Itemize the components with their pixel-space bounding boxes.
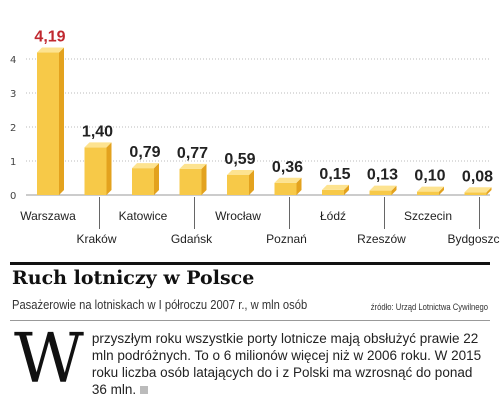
value-label: 0,08: [462, 168, 493, 185]
bar: [464, 187, 492, 195]
bar-side: [391, 185, 397, 195]
y-tick-label: 1: [10, 157, 16, 168]
bar-top: [274, 177, 302, 183]
bar-front: [417, 191, 439, 195]
bars: [37, 47, 492, 195]
category-label: Szczecin: [404, 209, 452, 223]
bar: [274, 177, 302, 195]
bar: [227, 169, 254, 195]
chart-subtitle: Pasażerowie na lotniskach w I półroczu 2…: [12, 297, 308, 312]
y-axis-ticks: 0 1 2 3 4: [10, 55, 16, 202]
value-label: 0,10: [414, 168, 445, 185]
category-label: Warszawa: [20, 209, 76, 223]
bar: [322, 184, 349, 195]
end-mark: [140, 386, 149, 395]
bar: [179, 163, 207, 195]
bar-side: [201, 163, 207, 195]
value-label: 1,40: [82, 123, 113, 140]
category-label: Katowice: [119, 209, 168, 223]
bar-front: [369, 190, 392, 195]
bar-side: [154, 163, 159, 195]
source-note: źródło: Urząd Lotnictwa Cywilnego: [370, 302, 488, 312]
bar: [417, 186, 444, 195]
bar-side: [249, 169, 254, 195]
bar: [84, 142, 112, 195]
bar-top: [227, 169, 254, 175]
value-label: 0,59: [224, 151, 255, 168]
bar-top: [179, 163, 207, 169]
y-tick-label: 0: [10, 191, 16, 202]
bar-front: [227, 174, 249, 195]
value-label: 4,19: [34, 29, 65, 46]
bar-top: [369, 185, 397, 191]
bar-top: [464, 187, 492, 193]
drop-cap: W: [14, 320, 84, 399]
bar-front: [322, 189, 344, 195]
bar-front: [84, 147, 107, 195]
category-label: Rzeszów: [357, 232, 406, 246]
value-label: 0,79: [129, 144, 160, 161]
bar-front: [179, 168, 202, 195]
bar-top: [84, 142, 112, 148]
bar-front: [132, 168, 154, 195]
bar-side: [486, 187, 492, 195]
bar-side: [59, 47, 64, 195]
bar-side: [344, 184, 349, 195]
category-label: Poznań: [266, 232, 307, 246]
bar-top: [322, 184, 349, 190]
bar-side: [296, 177, 302, 195]
category-label: Bydgoszcz: [447, 232, 500, 246]
title-rule: [10, 262, 490, 265]
divider: [10, 320, 490, 321]
bar-top: [37, 47, 64, 53]
bar-front: [274, 182, 297, 195]
y-tick-label: 4: [10, 55, 16, 66]
value-label: 0,15: [319, 166, 350, 183]
article-body: przyszłym roku wszystkie porty lotnicze …: [91, 331, 482, 397]
bar-top: [417, 186, 444, 192]
value-labels: 4,19 1,40 0,79 0,77 0,59 0,36 0,15 0,13 0,10 0,08: [34, 29, 493, 186]
bar-chart: 0 1 2 3 4 4,19 1,40 0,79 0,77 0,59 0,36 0,15 0,13 0,…: [10, 29, 500, 246]
bar-side: [106, 142, 112, 195]
bar: [369, 185, 397, 195]
category-label: Kraków: [76, 232, 116, 246]
bar-front: [37, 52, 59, 195]
bar-top: [132, 163, 159, 169]
chart-title: Ruch lotniczy w Polsce: [12, 267, 255, 289]
category-label: Gdańsk: [171, 232, 213, 246]
y-tick-label: 2: [10, 123, 16, 134]
category-label: Łódź: [320, 209, 346, 223]
bar-side: [439, 186, 444, 195]
value-label: 0,36: [272, 159, 303, 176]
value-label: 0,77: [177, 145, 208, 162]
category-label: Wrocław: [215, 209, 261, 223]
bar: [132, 163, 159, 195]
bar-front: [464, 192, 487, 195]
value-label: 0,13: [367, 167, 398, 184]
bar: [37, 47, 64, 195]
y-tick-label: 3: [10, 89, 16, 100]
